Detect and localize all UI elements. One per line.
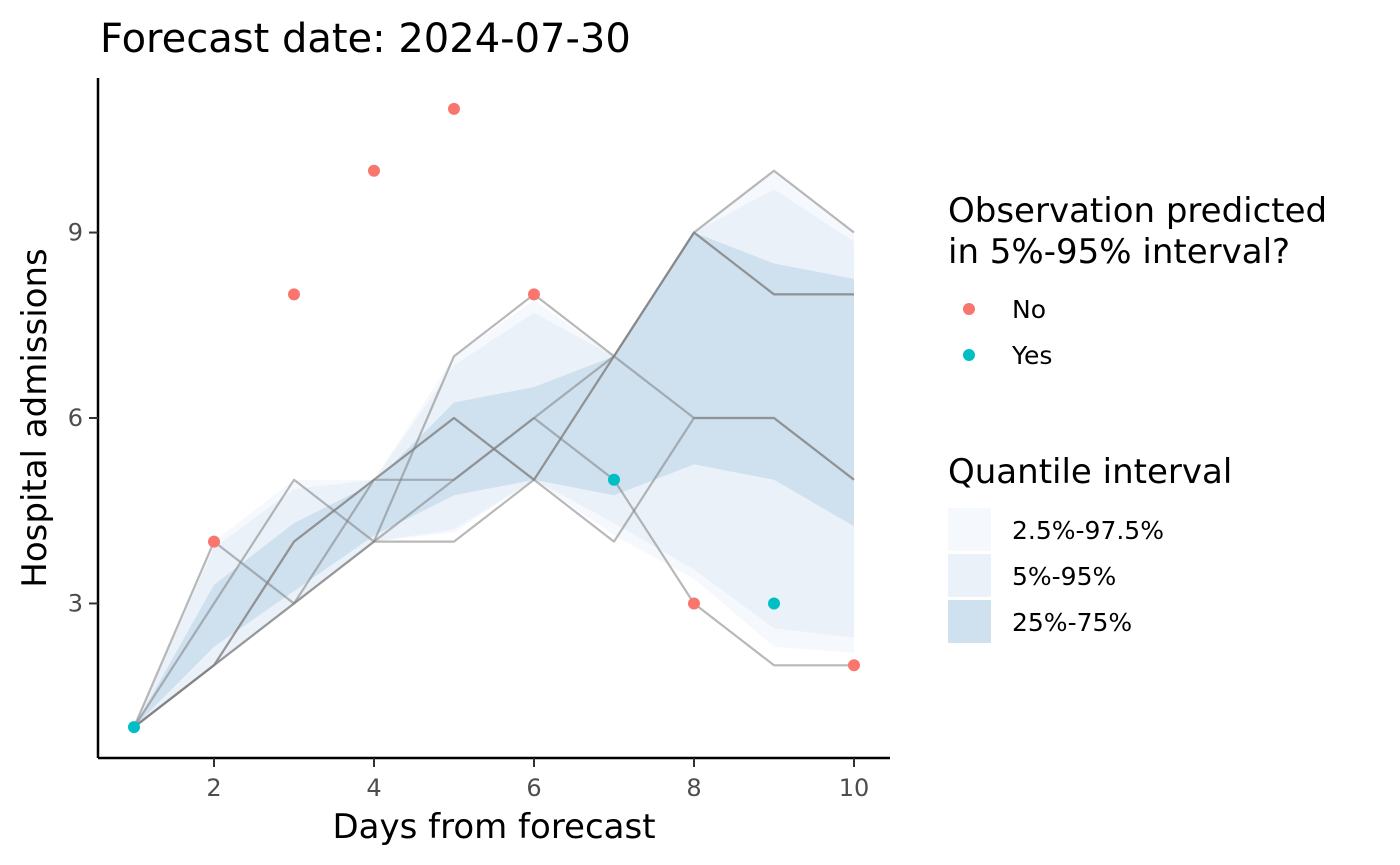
legend-point-key-1 bbox=[963, 349, 975, 361]
x-tick-label-2: 6 bbox=[526, 774, 541, 802]
observation-point-8 bbox=[768, 597, 780, 610]
x-tick-label-4: 10 bbox=[839, 774, 870, 802]
legend-quantile-interval: Quantile interval 2.5%-97.5% 5%-95% 25%-75… bbox=[948, 452, 1232, 643]
x-tick-label-0: 2 bbox=[206, 774, 221, 802]
observation-point-1 bbox=[208, 535, 220, 548]
observation-point-0 bbox=[128, 721, 140, 734]
observation-point-4 bbox=[448, 102, 460, 115]
legend-bands-title: Quantile interval bbox=[948, 452, 1232, 492]
observation-point-5 bbox=[528, 288, 540, 301]
observation-point-9 bbox=[848, 659, 860, 672]
observation-point-2 bbox=[288, 288, 300, 301]
trajectory-line-5 bbox=[133, 416, 854, 728]
legend-band-label-1: 5%-95% bbox=[1012, 562, 1116, 591]
legend-band-key-2 bbox=[948, 600, 991, 643]
legend-band-key-0 bbox=[948, 508, 991, 551]
legend-band-label-0: 2.5%-97.5% bbox=[1012, 516, 1164, 545]
legend-band-label-2: 25%-75% bbox=[1012, 608, 1132, 637]
legend-point-key-0 bbox=[963, 303, 975, 315]
trajectory-line-2 bbox=[133, 231, 854, 728]
y-tick-label-1: 6 bbox=[68, 404, 83, 432]
legend-points-title-line1: Observation predicted bbox=[948, 191, 1327, 231]
legend-observation: Observation predicted in 5%-95% interval… bbox=[948, 191, 1327, 370]
x-tick-label-1: 4 bbox=[366, 774, 381, 802]
observation-point-3 bbox=[368, 164, 380, 177]
legend-band-key-1 bbox=[948, 554, 991, 597]
plot-area bbox=[128, 102, 860, 734]
legend-point-label-1: Yes bbox=[1011, 341, 1052, 370]
x-tick-label-3: 8 bbox=[686, 774, 701, 802]
x-axis-ticks: 2 4 6 8 10 bbox=[206, 758, 869, 802]
y-tick-label-2: 9 bbox=[68, 219, 83, 247]
y-axis-title: Hospital admissions bbox=[15, 248, 55, 587]
sample-trajectories bbox=[132, 169, 855, 728]
quantile-band-2 bbox=[134, 232, 854, 728]
chart-title: Forecast date: 2024-07-30 bbox=[100, 16, 631, 62]
observation-point-6 bbox=[608, 473, 620, 486]
x-axis-title: Days from forecast bbox=[332, 807, 655, 847]
observation-points bbox=[128, 102, 860, 734]
legend-points-title-line2: in 5%-95% interval? bbox=[948, 232, 1290, 272]
observation-point-7 bbox=[688, 597, 700, 610]
y-axis-ticks: 3 6 9 bbox=[68, 219, 98, 617]
y-tick-label-0: 3 bbox=[68, 589, 83, 617]
legend-point-label-0: No bbox=[1012, 295, 1046, 324]
